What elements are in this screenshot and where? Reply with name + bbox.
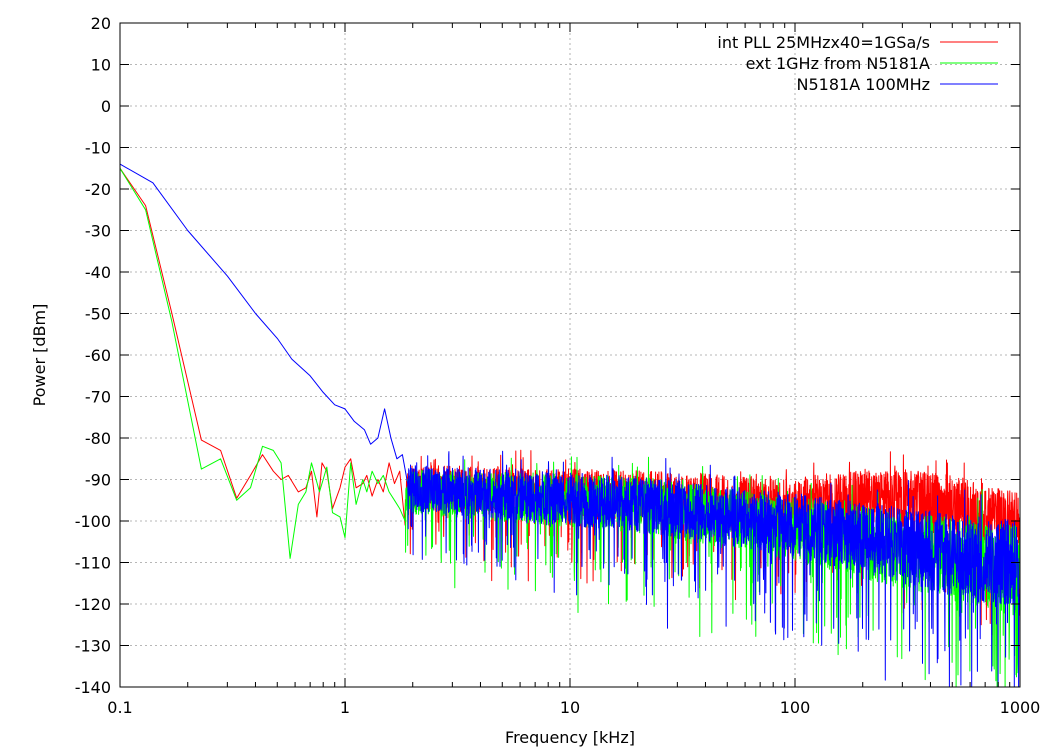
x-axis-label: Frequency [kHz] <box>505 728 635 747</box>
x-tick-label: 10 <box>560 698 580 717</box>
y-tick-label: -140 <box>75 678 111 697</box>
y-tick-label: -130 <box>75 637 111 656</box>
x-tick-label: 1000 <box>1000 698 1041 717</box>
legend: int PLL 25MHzx40=1GSa/s ext 1GHz from N51… <box>717 33 998 94</box>
legend-label: N5181A 100MHz <box>797 75 931 94</box>
y-tick-label: 10 <box>91 56 111 75</box>
legend-label: ext 1GHz from N5181A <box>746 54 930 73</box>
series-line-2 <box>119 163 1021 688</box>
y-tick-label: -90 <box>85 471 111 490</box>
y-tick-label: 0 <box>101 97 111 116</box>
legend-label: int PLL 25MHzx40=1GSa/s <box>717 33 930 52</box>
series-lines <box>119 163 1021 688</box>
y-tick-label: -80 <box>85 429 111 448</box>
y-tick-label: -10 <box>85 139 111 158</box>
y-tick-label: -40 <box>85 263 111 282</box>
axis-ticks: 20100-10-20-30-40-50-60-70-80-90-100-110… <box>75 14 1041 717</box>
x-tick-label: 1 <box>340 698 350 717</box>
y-tick-label: 20 <box>91 14 111 33</box>
y-tick-label: -100 <box>75 512 111 531</box>
y-tick-label: -20 <box>85 180 111 199</box>
y-tick-label: -110 <box>75 554 111 573</box>
y-axis-label: Power [dBm] <box>30 304 49 407</box>
x-tick-label: 100 <box>780 698 811 717</box>
x-tick-label: 0.1 <box>107 698 132 717</box>
y-tick-label: -50 <box>85 305 111 324</box>
y-tick-label: -30 <box>85 222 111 241</box>
y-tick-label: -70 <box>85 388 111 407</box>
y-tick-label: -60 <box>85 346 111 365</box>
y-tick-label: -120 <box>75 595 111 614</box>
